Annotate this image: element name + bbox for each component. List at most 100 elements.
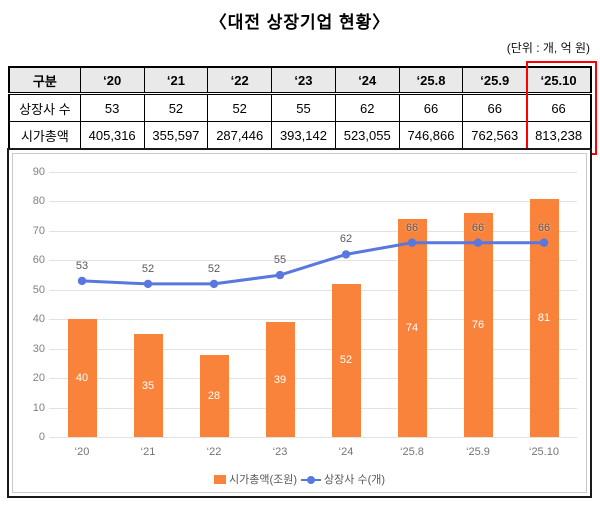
table-cell: 66	[398, 93, 464, 122]
table-row: 상장사 수 53 52 52 55 62 66 66 66	[8, 93, 592, 122]
line-point	[341, 250, 351, 259]
line-series	[77, 238, 549, 289]
bar	[67, 319, 97, 437]
x-axis-label: ‘24	[338, 446, 354, 458]
gridline	[49, 230, 577, 232]
gridline	[49, 172, 577, 173]
line-point-label: 66	[405, 221, 419, 234]
table-cell: 66	[462, 93, 528, 122]
line-point-label: 66	[537, 221, 551, 234]
gridline	[49, 407, 577, 409]
bar	[265, 322, 295, 437]
y-axis-label: 70	[32, 224, 45, 237]
legend-label-line: 상장사 수(개)	[324, 474, 386, 486]
table-cell: 355,597	[143, 121, 209, 150]
legend-label-bar: 시가총액(조원)	[228, 474, 298, 486]
table-header-cell: ‘24	[334, 66, 400, 95]
gridline	[49, 260, 577, 262]
chart-plot-frame	[12, 153, 587, 493]
bar	[529, 198, 559, 437]
gridline	[49, 378, 577, 380]
bar	[199, 354, 229, 437]
line-point-label: 55	[273, 254, 287, 267]
bar-series-swatch-icon	[213, 474, 226, 484]
legend-item-bar: 시가총액(조원)	[213, 471, 298, 487]
x-axis-label: ‘25.8	[400, 446, 424, 458]
table-cell: 405,316	[79, 121, 145, 150]
bar	[133, 333, 163, 437]
line-point	[143, 279, 153, 289]
bar	[331, 283, 361, 437]
table-cell: 62	[334, 93, 400, 122]
table-cell: 66	[526, 93, 592, 122]
line-point-label: 53	[75, 259, 89, 272]
table-cell: 746,866	[398, 121, 464, 150]
table-header-cell: ‘22	[207, 66, 273, 95]
line-point	[77, 276, 87, 286]
y-axis-label: 60	[32, 254, 45, 267]
line-point	[209, 279, 219, 289]
y-axis-label: 10	[32, 401, 45, 414]
legend-item-line: 상장사 수(개)	[297, 471, 385, 487]
gridline	[49, 201, 577, 203]
chart: 시가총액(조원) 상장사 수(개) 0 10 20 30 40 50 60 70 80 90 40 3…	[7, 148, 592, 498]
bar-label: 52	[339, 354, 353, 367]
gridline	[49, 289, 577, 291]
bar-label: 76	[471, 319, 485, 332]
x-axis-label: ‘25.10	[529, 446, 559, 458]
row-label-cell: 상장사 수	[8, 93, 81, 122]
gridline	[49, 319, 577, 321]
table-row: 시가총액 405,316 355,597 287,446 393,142 523,055 7…	[8, 121, 592, 150]
bar	[463, 213, 493, 437]
x-axis-label: ‘22	[206, 446, 222, 458]
table-cell: 53	[79, 93, 145, 122]
line-point	[407, 238, 417, 247]
table-cell: 52	[143, 93, 209, 122]
bar-label: 40	[75, 372, 89, 385]
y-axis-label: 30	[32, 342, 45, 355]
unit-label: (단위 : 개, 억 원)	[506, 41, 590, 55]
table-header-cell: ‘25.10	[526, 66, 592, 95]
gridline	[49, 348, 577, 350]
line-point	[275, 270, 285, 280]
bar	[397, 219, 427, 437]
y-axis-label: 50	[32, 283, 45, 296]
bar-label: 74	[405, 322, 419, 335]
line-point	[473, 238, 483, 247]
chart-legend: 시가총액(조원) 상장사 수(개)	[9, 471, 590, 487]
line-point-label: 62	[339, 233, 353, 246]
bar-label: 28	[207, 389, 221, 402]
line-point-label: 52	[207, 262, 221, 275]
bar-label: 81	[537, 311, 551, 324]
x-axis-label: ‘25.9	[466, 446, 490, 458]
table-header-cell: ‘25.9	[462, 66, 528, 95]
table-cell: 52	[207, 93, 273, 122]
table-header-row: 구분 ‘20 ‘21 ‘22 ‘23 ‘24 ‘25.8 ‘25.9 ‘25.10	[8, 66, 592, 95]
x-axis-label: ‘21	[140, 446, 156, 458]
bar-label: 39	[273, 373, 287, 386]
table-cell: 762,563	[462, 121, 528, 150]
y-axis-label: 40	[32, 313, 45, 326]
bar-label: 35	[141, 379, 155, 392]
y-axis-label: 90	[32, 166, 45, 178]
table-header-cell: ‘20	[79, 66, 145, 95]
table-cell: 287,446	[207, 121, 273, 150]
summary-table-body: 구분 ‘20 ‘21 ‘22 ‘23 ‘24 ‘25.8 ‘25.9 ‘25.10 상장사 수 53…	[8, 66, 592, 150]
gridline	[49, 437, 577, 438]
line-series-marker-icon	[301, 475, 322, 484]
table-header-cell: ‘21	[143, 66, 209, 95]
table-cell: 393,142	[271, 121, 336, 150]
page-title: 〈대전 상장기업 현황〉	[209, 13, 391, 32]
table-header-cell: ‘23	[271, 66, 336, 95]
line-point	[539, 238, 549, 247]
line-point-label: 66	[471, 221, 485, 234]
row-label-cell: 시가총액	[8, 121, 81, 150]
table-cell: 813,238	[526, 121, 592, 150]
y-axis-label: 0	[38, 431, 45, 443]
line-point-label: 52	[141, 262, 155, 275]
table-cell: 523,055	[334, 121, 400, 150]
summary-table: 구분 ‘20 ‘21 ‘22 ‘23 ‘24 ‘25.8 ‘25.9 ‘25.10 상장사 수 53…	[8, 66, 592, 150]
table-cell: 55	[271, 93, 336, 122]
table-header-cell: 구분	[8, 66, 81, 95]
x-axis-label: ‘20	[74, 446, 90, 458]
